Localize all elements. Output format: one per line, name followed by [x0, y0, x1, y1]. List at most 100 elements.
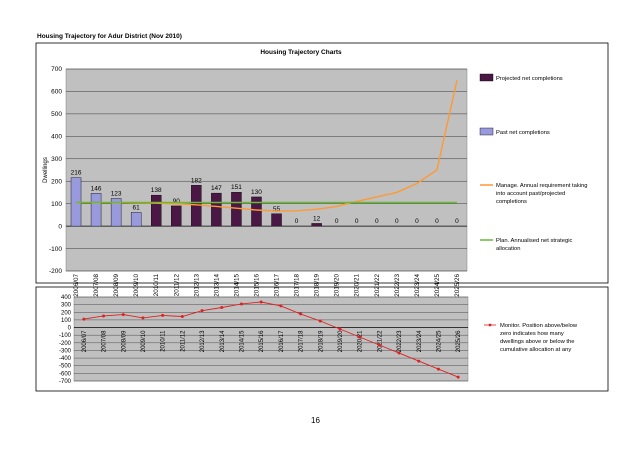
main-x-tick: 2017/18	[294, 274, 301, 297]
monitor-point	[102, 314, 106, 318]
legend-past: Past net completions	[496, 130, 550, 136]
monitor-point	[299, 312, 303, 316]
main-y-tick: 600	[51, 89, 62, 96]
main-y-tick-labels: -200 -100 0 100 200 300 400 500 600 700	[49, 66, 62, 275]
monitor-x-tick: 2024/25	[436, 330, 442, 352]
monitor-point	[338, 327, 342, 331]
main-plot-area	[65, 68, 468, 272]
legend-swatch-past	[479, 127, 494, 136]
monitor-point	[82, 317, 86, 321]
bar	[211, 192, 222, 227]
bar-data-label: 147	[211, 185, 222, 192]
bar-data-label: 12	[313, 215, 321, 222]
main-lines	[75, 80, 458, 212]
monitor-y-tick: 400	[61, 295, 72, 301]
monitor-x-tick-labels: 2006/07 2007/08 2008/09 2009/10 2010/11 2011/…	[82, 330, 462, 352]
main-y-tick: 500	[51, 111, 62, 118]
main-x-tick: 2020/21	[354, 274, 361, 297]
main-x-tick: 2016/17	[274, 274, 281, 297]
monitor-x-tick: 2025/26	[456, 330, 462, 352]
main-x-tick: 2011/12	[173, 274, 180, 297]
main-x-tick: 2015/16	[253, 274, 260, 297]
bar	[271, 213, 282, 227]
main-y-tick: 0	[58, 223, 62, 230]
monitor-x-tick: 2018/19	[318, 330, 324, 352]
monitor-x-tick: 2015/16	[259, 330, 265, 352]
monitor-x-tick: 2006/07	[82, 330, 88, 352]
bar-data-label: 0	[295, 218, 299, 225]
monitor-point	[161, 313, 165, 317]
bar	[110, 198, 122, 227]
monitor-point	[456, 375, 460, 379]
legend-swatch-projected	[479, 73, 494, 82]
main-x-tick: 2021/22	[374, 274, 381, 297]
monitor-y-tick: -600	[59, 371, 72, 377]
bar-data-label: 138	[151, 187, 162, 194]
main-y-tick: -100	[49, 246, 62, 253]
main-bars	[70, 177, 322, 227]
page-number: 16	[311, 416, 320, 425]
main-x-tick: 2023/24	[414, 274, 421, 297]
monitor-x-tick: 2014/15	[239, 330, 245, 352]
main-y-tick: 400	[51, 134, 62, 141]
monitor-x-tick: 2010/11	[161, 330, 167, 352]
main-x-tick: 2022/23	[394, 274, 401, 297]
monitor-y-tick: -100	[59, 333, 72, 339]
main-y-tick: 300	[51, 156, 62, 163]
bar-data-label: 123	[111, 191, 122, 198]
main-y-tick: -200	[49, 268, 62, 275]
monitor-x-tick: 2009/10	[141, 330, 147, 352]
monitor-y-tick: 200	[61, 310, 72, 316]
monitor-x-tick: 2012/13	[200, 330, 206, 352]
main-y-tick: 200	[51, 178, 62, 185]
monitor-x-tick: 2020/21	[358, 330, 364, 352]
monitor-plot-area	[73, 296, 469, 382]
bar-data-label: 0	[435, 218, 439, 225]
monitor-x-tick: 2007/08	[102, 330, 108, 352]
monitor-x-tick: 2023/24	[417, 330, 423, 352]
main-x-tick: 2007/08	[93, 274, 100, 297]
page-title: Housing Trajectory for Adur District (No…	[37, 33, 182, 40]
bar-data-label: 0	[375, 218, 379, 225]
bar-data-label: 216	[71, 170, 82, 177]
main-bar-labels: 138 90 182 147 151 130 55 0 12 0 0 0 0 0 0 0 216 146 123 61	[71, 170, 460, 225]
monitor-x-tick: 2008/09	[121, 330, 127, 352]
bar-data-label: 61	[133, 204, 141, 211]
bar-data-label: 0	[395, 218, 399, 225]
main-x-tick: 2013/14	[213, 274, 220, 297]
bar	[171, 205, 182, 227]
monitor-x-tick: 2019/20	[338, 330, 344, 352]
monitor-point	[397, 351, 401, 355]
monitor-y-tick: -500	[59, 364, 72, 370]
monitor-point	[318, 319, 322, 323]
monitor-x-tick: 2016/17	[279, 330, 285, 352]
monitor-y-tick: 100	[61, 318, 72, 324]
bar	[151, 194, 162, 227]
bar	[130, 212, 142, 227]
monitor-point	[239, 302, 243, 306]
main-x-tick: 2010/11	[153, 274, 160, 297]
monitor-point	[358, 335, 362, 339]
main-x-tick: 2014/15	[233, 274, 240, 297]
main-x-tick: 2008/09	[113, 274, 120, 297]
legend-manage: Manage. Annual requirement taking into a…	[496, 183, 589, 205]
main-x-tick: 2024/25	[434, 274, 441, 297]
monitor-point	[141, 316, 145, 320]
bar-data-label: 0	[455, 218, 459, 225]
legend-swatch-monitor-marker	[488, 323, 492, 327]
main-x-tick: 2009/10	[133, 274, 140, 297]
monitor-x-tick: 2022/23	[397, 330, 403, 352]
monitor-y-tick: -200	[59, 341, 72, 347]
bar-data-label: 146	[91, 185, 102, 192]
bar-data-label: 55	[273, 206, 281, 213]
y-axis-label: Dwellings	[43, 157, 49, 183]
monitor-y-tick: -300	[59, 348, 72, 354]
bar-data-label: 90	[173, 198, 181, 205]
main-x-tick-labels: 2006/07 2007/08 2008/09 2009/10 2010/11 2011/…	[73, 274, 461, 297]
legend-monitor: Monitor. Position above/below zero indic…	[500, 323, 579, 353]
bar-data-label: 130	[251, 189, 262, 196]
bar-data-label: 0	[415, 218, 419, 225]
main-y-tick: 100	[51, 201, 62, 208]
